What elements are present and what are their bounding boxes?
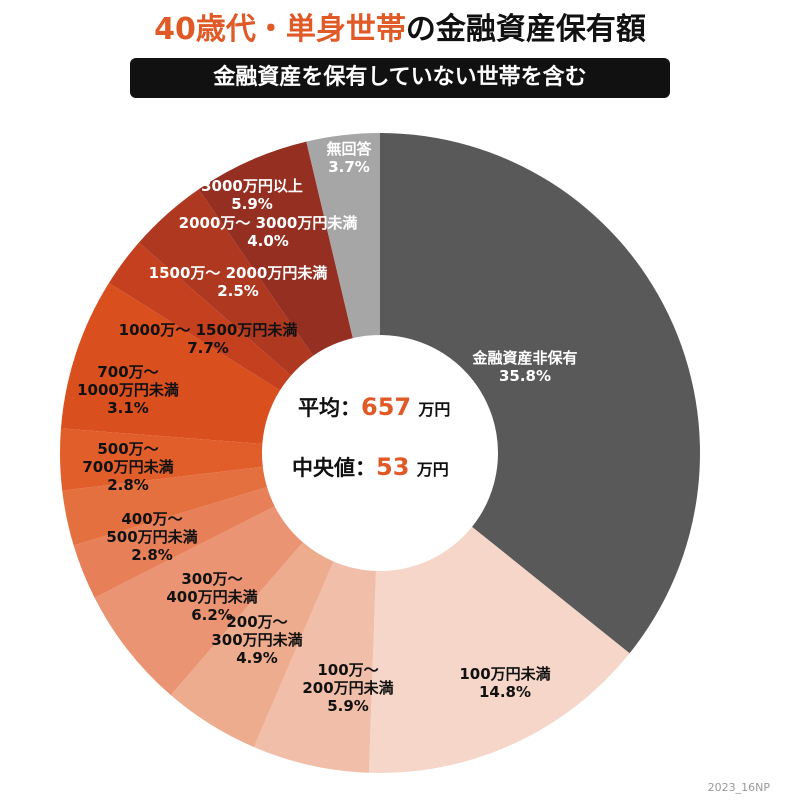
donut-slice xyxy=(60,428,263,491)
donut-slice xyxy=(198,141,353,356)
slice-category: 金融資産非保有 xyxy=(472,349,578,367)
median-unit: 万円 xyxy=(416,460,449,479)
median-readout: 中央値：53 万円 xyxy=(292,452,449,482)
slice-percent: 5.9% xyxy=(231,195,273,213)
slice-percent: 4.0% xyxy=(247,232,289,250)
slice-category: 400万円未満 xyxy=(166,588,258,606)
median-label: 中央値： xyxy=(292,456,376,480)
slice-percent: 2.8% xyxy=(107,476,149,494)
slice-label: 2000万～ 3000万円未満 4.0% xyxy=(179,214,358,250)
slice-percent: 2.8% xyxy=(131,546,173,564)
slice-percent: 3.1% xyxy=(107,399,149,417)
donut-slice xyxy=(108,242,292,391)
mean-label: 平均： xyxy=(298,396,361,420)
title-accent: 40歳代・単身世帯 xyxy=(154,12,406,47)
slice-percent: 35.8% xyxy=(498,367,552,385)
donut-slice xyxy=(60,282,281,444)
donut-slice xyxy=(368,526,630,773)
median-value: 53 xyxy=(376,453,410,481)
slice-category: 1500万～ 2000万円未満 xyxy=(148,264,328,282)
slice-percent: 7.7% xyxy=(187,339,229,357)
slice-category: 300万円未満 xyxy=(211,631,303,649)
slice-percent: 6.2% xyxy=(191,606,233,624)
slice-category: 400万～ xyxy=(121,510,183,528)
slice-category: 1000万～ 1500万円未満 xyxy=(118,321,298,339)
mean-readout: 平均：657 万円 xyxy=(298,392,450,422)
slice-label: 100万～ 200万円未満 5.9% xyxy=(302,661,393,715)
slice-category: 100万円未満 xyxy=(459,665,551,683)
slice-category: 500万円未満 xyxy=(106,528,198,546)
slice-percent: 3.7% xyxy=(328,158,370,176)
slice-category: 500万～ xyxy=(97,440,159,458)
slice-label: 500万～ 700万円未満 2.8% xyxy=(82,440,173,494)
slice-category: 100万～ xyxy=(317,661,379,679)
donut-slice xyxy=(170,542,334,748)
donut-slice xyxy=(94,506,303,696)
slice-category: 1000万円未満 xyxy=(77,381,179,399)
slice-label: 無回答 3.7% xyxy=(326,140,371,176)
slice-label: 300万～ 400万円未満 6.2% xyxy=(166,570,257,624)
footer-code: 2023_16NP xyxy=(707,781,770,794)
slice-label: 100万円未満 14.8% xyxy=(459,665,550,701)
slice-label: 700万～ 1000万円未満 3.1% xyxy=(77,363,179,417)
chart-subtitle: 金融資産を保有していない世帯を含む xyxy=(130,58,670,98)
slice-percent: 2.5% xyxy=(217,282,259,300)
slice-percent: 14.8% xyxy=(478,683,532,701)
donut-slice xyxy=(306,133,380,339)
title-rest: の金融資産保有額 xyxy=(405,12,646,47)
slice-label: 3000万円以上 5.9% xyxy=(201,177,303,213)
slice-percent: 5.9% xyxy=(327,697,369,715)
donut-slice xyxy=(62,466,268,546)
donut-slice xyxy=(253,561,376,773)
slice-label: 1500万～ 2000万円未満 2.5% xyxy=(149,264,328,300)
slice-category: 200万～ xyxy=(226,613,288,631)
slice-category: 700万円未満 xyxy=(82,458,174,476)
slice-category: 700万～ xyxy=(97,363,159,381)
slice-label: 200万～ 300万円未満 4.9% xyxy=(211,613,302,667)
slice-label: 金融資産非保有 35.8% xyxy=(472,349,577,385)
slice-label: 1000万～ 1500万円未満 7.7% xyxy=(119,321,298,357)
slice-category: 200万円未満 xyxy=(302,679,394,697)
mean-unit: 万円 xyxy=(418,400,451,419)
slice-percent: 4.9% xyxy=(236,649,278,667)
slice-category: 2000万～ 3000万円未満 xyxy=(178,214,358,232)
slice-category: 無回答 xyxy=(326,140,372,158)
mean-value: 657 xyxy=(361,393,412,421)
slice-category: 3000万円以上 xyxy=(201,177,303,195)
donut-slice xyxy=(138,189,314,376)
chart-title: 40歳代・単身世帯の金融資産保有額 xyxy=(0,4,800,48)
donut-slice xyxy=(73,487,275,598)
slice-label: 400万～ 500万円未満 2.8% xyxy=(106,510,197,564)
donut-slice xyxy=(380,133,701,654)
slice-category: 300万～ xyxy=(181,570,243,588)
